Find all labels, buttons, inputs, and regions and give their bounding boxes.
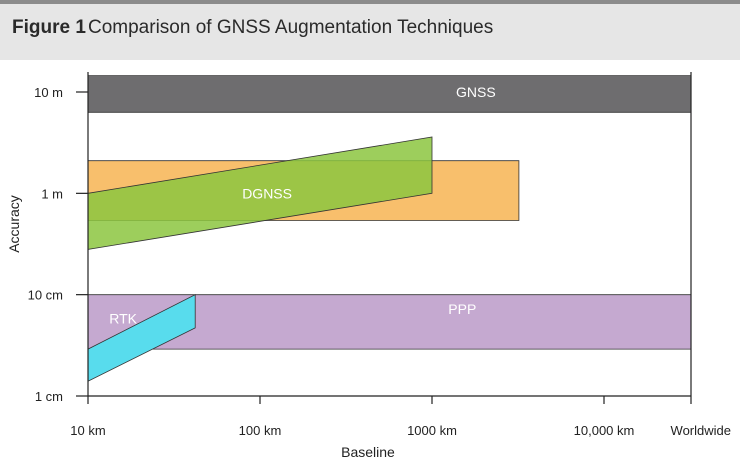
bands-layer (87, 75, 692, 382)
band-label-rtk: RTK (109, 311, 137, 327)
x-tick-label: 100 km (239, 423, 282, 438)
band-labels-layer: GNSS SBAS DGNSS PPP RTK (109, 84, 584, 327)
band-label-ppp: PPP (448, 301, 476, 317)
x-tick-label: 10,000 km (574, 423, 635, 438)
figure-label: Figure 1 (12, 17, 86, 38)
figure-title: Comparison of GNSS Augmentation Techniqu… (88, 17, 494, 38)
band-label-gnss: GNSS (456, 84, 496, 100)
band-label-sbas: SBAS (547, 185, 584, 201)
y-tick-label: 10 cm (28, 288, 63, 303)
y-tick-label: 1 cm (35, 389, 63, 404)
x-tick-label: Worldwide (671, 423, 731, 438)
y-tick-label: 1 m (41, 186, 63, 201)
band-gnss (87, 75, 692, 113)
band-label-dgnss: DGNSS (242, 185, 292, 201)
x-tick-label: 1000 km (407, 423, 457, 438)
ticks-layer: 10 km 100 km 1000 km 10,000 km Worldwide 1 cm… (28, 85, 731, 438)
y-tick-label: 10 m (34, 85, 63, 100)
x-axis-title: Baseline (341, 444, 395, 460)
y-axis-title: Accuracy (6, 195, 22, 253)
axes-layer (87, 72, 692, 397)
figure-header: Figure 1 Comparison of GNSS Augmentation… (0, 0, 740, 60)
x-tick-label: 10 km (70, 423, 105, 438)
